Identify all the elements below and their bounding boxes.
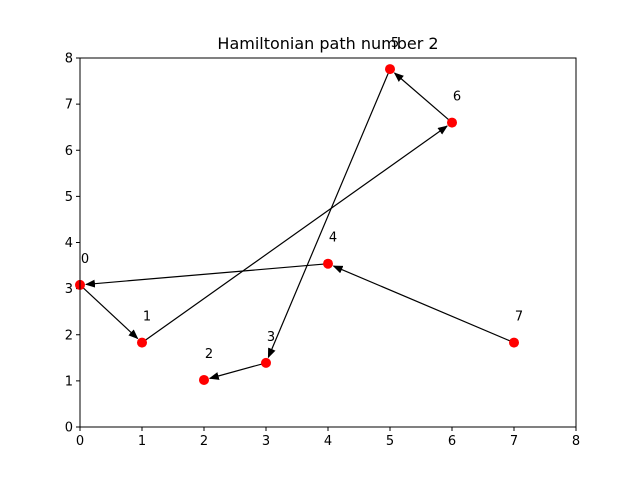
y-tick-label: 8 [65,52,73,67]
y-tick-label: 3 [65,282,73,297]
x-tick-label: 4 [324,434,332,449]
path-edge-arrow [393,72,452,123]
y-tick-label: 6 [65,144,73,159]
path-edge-arrow [142,125,448,343]
point-label: 1 [143,310,151,325]
x-tick-label: 0 [76,434,84,449]
point-label: 0 [81,252,89,267]
point-label: 6 [453,90,461,105]
point-marker [261,357,271,368]
path-edge-arrow [208,362,266,380]
y-tick-label: 4 [65,236,73,251]
axes-frame [79,57,577,428]
path-edge-arrow [332,265,514,343]
plot-area: 0 1 2 3 4 5 6 7 8 0 1 2 3 4 5 6 7 8 0 1 2 3 4 5 6 7 [65,36,580,449]
x-tick-label: 1 [138,434,146,449]
x-tick-label: 5 [386,434,394,449]
y-tick-label: 7 [65,98,73,113]
point-label: 7 [515,310,523,325]
point-label: 3 [267,330,275,345]
y-tick-label: 5 [65,190,73,205]
point-label: 4 [329,231,337,246]
y-tick-label: 2 [65,328,73,343]
path-edge-arrow [84,263,328,288]
point-marker [137,337,147,348]
point-label: 5 [391,36,399,51]
path-edge-arrow [80,285,139,340]
x-tick-label: 7 [510,434,518,449]
y-tick-label: 0 [65,421,73,436]
x-tick-label: 6 [448,434,456,449]
path-edge-arrow [267,69,391,359]
x-tick-label: 2 [200,434,208,449]
point-marker [385,64,395,75]
chart-title: Hamiltonian path number 2 [217,34,438,53]
x-tick-label: 3 [262,434,270,449]
point-marker [199,374,209,385]
y-tick-label: 1 [65,374,73,389]
point-label: 2 [205,347,213,362]
point-marker [447,117,457,128]
point-marker [509,337,519,348]
x-tick-label: 8 [572,434,580,449]
point-marker [323,258,333,269]
